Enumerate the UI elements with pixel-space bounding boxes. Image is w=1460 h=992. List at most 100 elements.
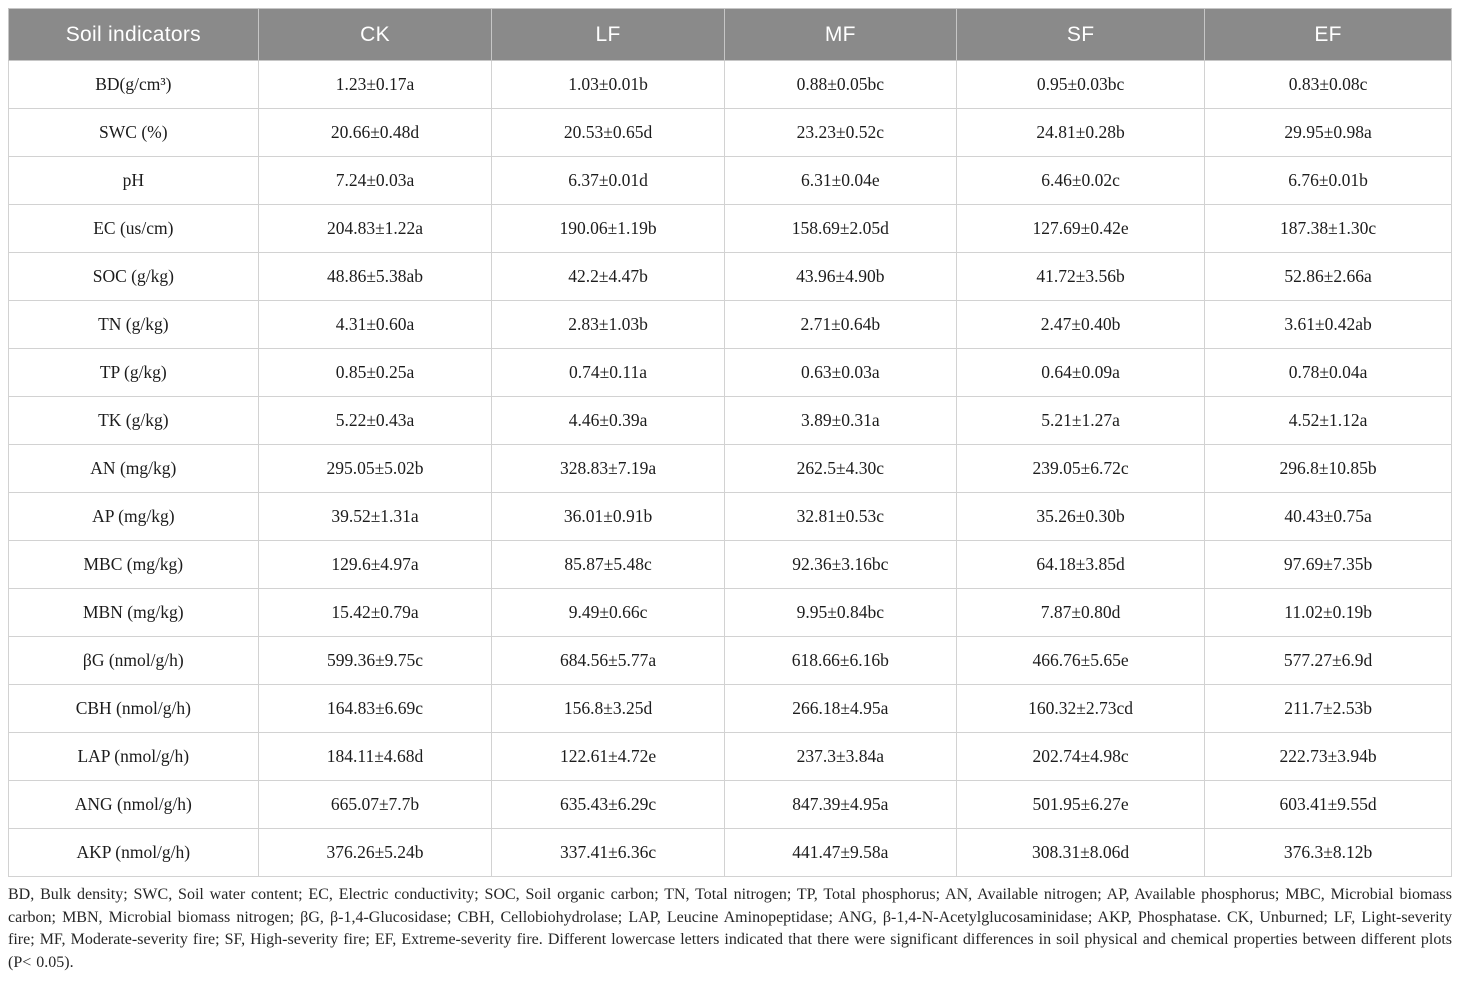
value-cell: 3.89±0.31a — [723, 396, 958, 445]
table-row: MBN (mg/kg) 15.42±0.79a 9.49±0.66c 9.95±0.8… — [8, 588, 1452, 637]
value-cell: 0.78±0.04a — [1204, 348, 1452, 397]
value-cell: 48.86±5.38ab — [257, 252, 493, 301]
value-cell: 577.27±6.9d — [1204, 636, 1452, 685]
table-row: ANG (nmol/g/h) 665.07±7.7b 635.43±6.29c 847… — [8, 780, 1452, 829]
value-cell: 684.56±5.77a — [491, 636, 725, 685]
value-cell: 5.21±1.27a — [956, 396, 1206, 445]
value-cell: 0.88±0.05bc — [723, 60, 958, 109]
value-cell: 187.38±1.30c — [1204, 204, 1452, 253]
value-cell: 156.8±3.25d — [491, 684, 725, 733]
value-cell: 635.43±6.29c — [491, 780, 725, 829]
value-cell: 2.83±1.03b — [491, 300, 725, 349]
value-cell: 337.41±6.36c — [491, 828, 725, 877]
value-cell: 0.95±0.03bc — [956, 60, 1206, 109]
value-cell: 6.37±0.01d — [491, 156, 725, 205]
table-row: pH 7.24±0.03a 6.37±0.01d 6.31±0.04e 6.46±0.0… — [8, 156, 1452, 205]
value-cell: 0.85±0.25a — [257, 348, 493, 397]
value-cell: 127.69±0.42e — [956, 204, 1206, 253]
value-cell: 4.52±1.12a — [1204, 396, 1452, 445]
value-cell: 239.05±6.72c — [956, 444, 1206, 493]
column-header-lf: LF — [491, 8, 725, 61]
value-cell: 9.49±0.66c — [491, 588, 725, 637]
indicator-cell: MBC (mg/kg) — [8, 540, 259, 589]
header-row: Soil indicators CK LF MF SF EF — [8, 8, 1452, 61]
value-cell: 15.42±0.79a — [257, 588, 493, 637]
indicator-cell: SWC (%) — [8, 108, 259, 157]
indicator-cell: AKP (nmol/g/h) — [8, 828, 259, 877]
value-cell: 6.46±0.02c — [956, 156, 1206, 205]
indicator-cell: pH — [8, 156, 259, 205]
table-row: SWC (%) 20.66±0.48d 20.53±0.65d 23.23±0.52c… — [8, 108, 1452, 157]
value-cell: 847.39±4.95a — [723, 780, 958, 829]
value-cell: 262.5±4.30c — [723, 444, 958, 493]
column-header-ef: EF — [1204, 8, 1452, 61]
value-cell: 7.87±0.80d — [956, 588, 1206, 637]
indicator-cell: βG (nmol/g/h) — [8, 636, 259, 685]
value-cell: 42.2±4.47b — [491, 252, 725, 301]
value-cell: 211.7±2.53b — [1204, 684, 1452, 733]
value-cell: 6.31±0.04e — [723, 156, 958, 205]
value-cell: 9.95±0.84bc — [723, 588, 958, 637]
value-cell: 7.24±0.03a — [257, 156, 493, 205]
value-cell: 20.66±0.48d — [257, 108, 493, 157]
table-row: EC (us/cm) 204.83±1.22a 190.06±1.19b 158.69… — [8, 204, 1452, 253]
table-row: MBC (mg/kg) 129.6±4.97a 85.87±5.48c 92.36±3… — [8, 540, 1452, 589]
indicator-cell: TN (g/kg) — [8, 300, 259, 349]
value-cell: 6.76±0.01b — [1204, 156, 1452, 205]
table-row: AN (mg/kg) 295.05±5.02b 328.83±7.19a 262.5±… — [8, 444, 1452, 493]
value-cell: 376.3±8.12b — [1204, 828, 1452, 877]
value-cell: 190.06±1.19b — [491, 204, 725, 253]
value-cell: 97.69±7.35b — [1204, 540, 1452, 589]
value-cell: 0.64±0.09a — [956, 348, 1206, 397]
indicator-cell: TK (g/kg) — [8, 396, 259, 445]
soil-indicators-table: Soil indicators CK LF MF SF EF BD(g/cm³) 1.23±… — [8, 8, 1452, 877]
column-header-ck: CK — [257, 8, 493, 61]
value-cell: 0.83±0.08c — [1204, 60, 1452, 109]
value-cell: 202.74±4.98c — [956, 732, 1206, 781]
value-cell: 164.83±6.69c — [257, 684, 493, 733]
value-cell: 2.47±0.40b — [956, 300, 1206, 349]
value-cell: 308.31±8.06d — [956, 828, 1206, 877]
value-cell: 85.87±5.48c — [491, 540, 725, 589]
value-cell: 52.86±2.66a — [1204, 252, 1452, 301]
value-cell: 158.69±2.05d — [723, 204, 958, 253]
indicator-cell: TP (g/kg) — [8, 348, 259, 397]
value-cell: 466.76±5.65e — [956, 636, 1206, 685]
table-row: SOC (g/kg) 48.86±5.38ab 42.2±4.47b 43.96±4.… — [8, 252, 1452, 301]
value-cell: 1.23±0.17a — [257, 60, 493, 109]
column-header-soil-indicators: Soil indicators — [8, 8, 259, 61]
value-cell: 29.95±0.98a — [1204, 108, 1452, 157]
value-cell: 122.61±4.72e — [491, 732, 725, 781]
table-row: AP (mg/kg) 39.52±1.31a 36.01±0.91b 32.81±0.… — [8, 492, 1452, 541]
value-cell: 40.43±0.75a — [1204, 492, 1452, 541]
value-cell: 237.3±3.84a — [723, 732, 958, 781]
value-cell: 618.66±6.16b — [723, 636, 958, 685]
value-cell: 20.53±0.65d — [491, 108, 725, 157]
value-cell: 599.36±9.75c — [257, 636, 493, 685]
value-cell: 5.22±0.43a — [257, 396, 493, 445]
value-cell: 23.23±0.52c — [723, 108, 958, 157]
value-cell: 43.96±4.90b — [723, 252, 958, 301]
indicator-cell: EC (us/cm) — [8, 204, 259, 253]
value-cell: 4.46±0.39a — [491, 396, 725, 445]
value-cell: 39.52±1.31a — [257, 492, 493, 541]
value-cell: 376.26±5.24b — [257, 828, 493, 877]
value-cell: 41.72±3.56b — [956, 252, 1206, 301]
value-cell: 441.47±9.58a — [723, 828, 958, 877]
value-cell: 129.6±4.97a — [257, 540, 493, 589]
table-row: BD(g/cm³) 1.23±0.17a 1.03±0.01b 0.88±0.05bc… — [8, 60, 1452, 109]
value-cell: 92.36±3.16bc — [723, 540, 958, 589]
indicator-cell: ANG (nmol/g/h) — [8, 780, 259, 829]
indicator-cell: CBH (nmol/g/h) — [8, 684, 259, 733]
table-row: TN (g/kg) 4.31±0.60a 2.83±1.03b 2.71±0.64b 2… — [8, 300, 1452, 349]
value-cell: 32.81±0.53c — [723, 492, 958, 541]
table-row: LAP (nmol/g/h) 184.11±4.68d 122.61±4.72e 23… — [8, 732, 1452, 781]
value-cell: 1.03±0.01b — [491, 60, 725, 109]
value-cell: 36.01±0.91b — [491, 492, 725, 541]
table-row: TK (g/kg) 5.22±0.43a 4.46±0.39a 3.89±0.31a 5… — [8, 396, 1452, 445]
value-cell: 64.18±3.85d — [956, 540, 1206, 589]
indicator-cell: SOC (g/kg) — [8, 252, 259, 301]
value-cell: 35.26±0.30b — [956, 492, 1206, 541]
value-cell: 2.71±0.64b — [723, 300, 958, 349]
value-cell: 24.81±0.28b — [956, 108, 1206, 157]
